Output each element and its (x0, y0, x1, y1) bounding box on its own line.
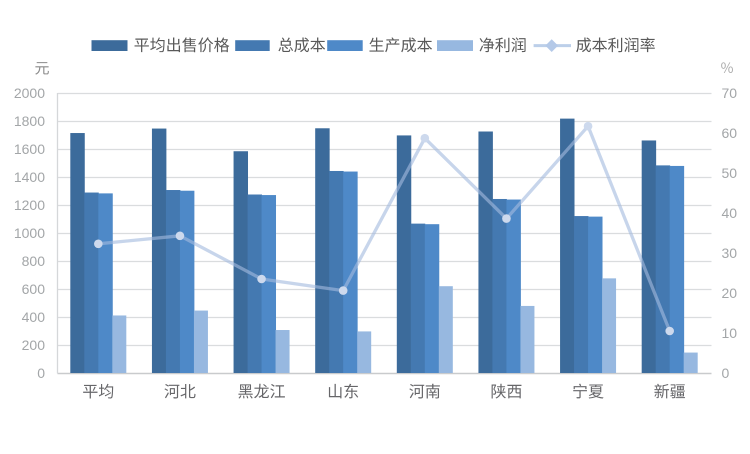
svg-text:70: 70 (722, 85, 738, 101)
svg-text:1400: 1400 (14, 169, 45, 185)
svg-text:600: 600 (22, 281, 46, 297)
svg-text:400: 400 (22, 309, 46, 325)
svg-text:1600: 1600 (14, 141, 45, 157)
svg-text:200: 200 (22, 337, 46, 353)
svg-text:1800: 1800 (14, 113, 45, 129)
svg-text:50: 50 (722, 165, 738, 181)
svg-text:0: 0 (37, 365, 45, 381)
svg-text:10: 10 (722, 325, 738, 341)
svg-text:1200: 1200 (14, 197, 45, 213)
svg-text:800: 800 (22, 253, 46, 269)
svg-text:2000: 2000 (14, 85, 45, 101)
svg-text:0: 0 (722, 365, 730, 381)
svg-text:20: 20 (722, 285, 738, 301)
svg-text:60: 60 (722, 125, 738, 141)
svg-text:40: 40 (722, 205, 738, 221)
svg-text:1000: 1000 (14, 225, 45, 241)
svg-text:30: 30 (722, 245, 738, 261)
